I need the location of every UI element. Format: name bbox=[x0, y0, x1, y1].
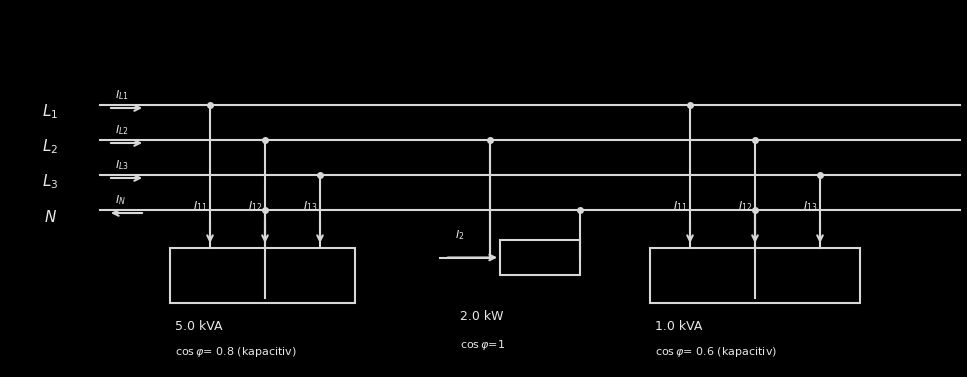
Text: $L_2$: $L_2$ bbox=[42, 138, 58, 156]
Text: $N$: $N$ bbox=[44, 209, 56, 225]
Bar bbox=[170, 248, 355, 303]
Text: $I_{L1}$: $I_{L1}$ bbox=[115, 88, 129, 102]
Text: $L_1$: $L_1$ bbox=[42, 103, 58, 121]
Text: $I_{11}$: $I_{11}$ bbox=[673, 199, 688, 213]
Text: $\cos\varphi$= 0.6 (kapacitiv): $\cos\varphi$= 0.6 (kapacitiv) bbox=[655, 345, 777, 359]
Text: $I_{11}$: $I_{11}$ bbox=[192, 199, 207, 213]
Text: $\cos\varphi$=1: $\cos\varphi$=1 bbox=[460, 338, 505, 352]
Bar bbox=[500, 240, 580, 275]
Text: $I_{12}$: $I_{12}$ bbox=[248, 199, 262, 213]
Text: $I_{13}$: $I_{13}$ bbox=[303, 199, 317, 213]
Text: $I_N$: $I_N$ bbox=[115, 193, 126, 207]
Text: $I_{12}$: $I_{12}$ bbox=[738, 199, 752, 213]
Text: $I_2$: $I_2$ bbox=[455, 228, 464, 242]
Text: 1.0 kVA: 1.0 kVA bbox=[655, 320, 702, 333]
Text: $I_{L2}$: $I_{L2}$ bbox=[115, 123, 129, 137]
Text: $I_{L3}$: $I_{L3}$ bbox=[115, 158, 129, 172]
Text: $I_{13}$: $I_{13}$ bbox=[803, 199, 817, 213]
Bar bbox=[650, 248, 860, 303]
Text: 5.0 kVA: 5.0 kVA bbox=[175, 320, 222, 333]
Text: $L_3$: $L_3$ bbox=[42, 173, 58, 192]
Text: 2.0 kW: 2.0 kW bbox=[460, 310, 504, 323]
Text: $\cos\varphi$= 0.8 (kapacitiv): $\cos\varphi$= 0.8 (kapacitiv) bbox=[175, 345, 297, 359]
